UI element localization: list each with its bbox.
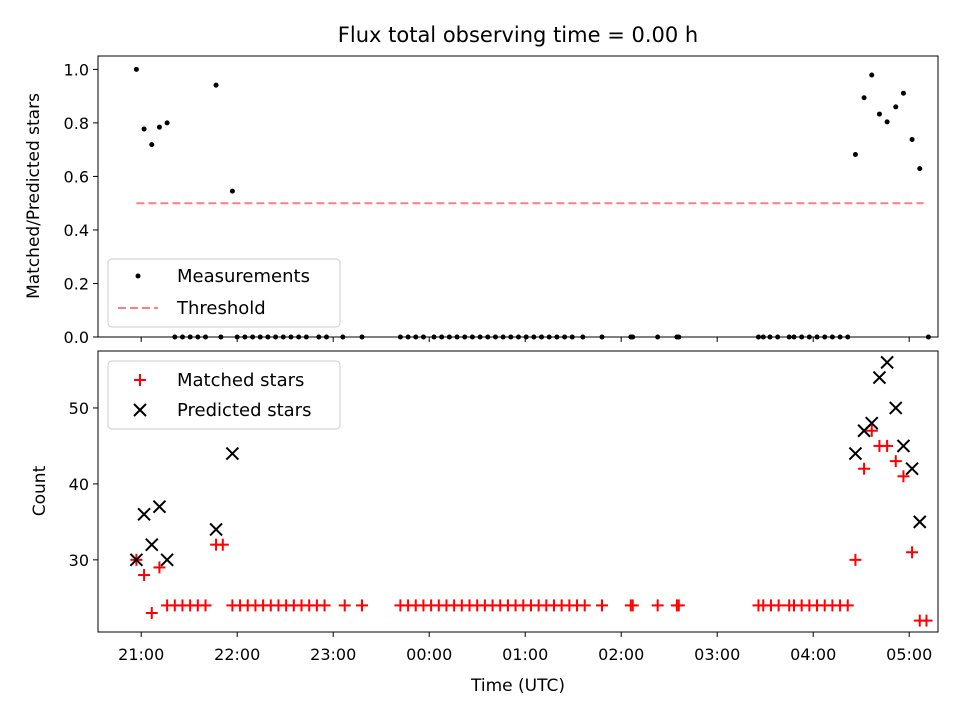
ratio-legend: Measurements Threshold xyxy=(107,258,341,328)
x-tick-label: 04:00 xyxy=(790,645,836,664)
measurement-point xyxy=(900,90,906,96)
x-tick-label: 23:00 xyxy=(310,645,356,664)
measurement-point xyxy=(213,82,219,88)
ratio-y-ticks: 0.0 0.2 0.4 0.6 0.8 1.0 xyxy=(64,60,98,347)
count-y-ticks: 30 40 50 xyxy=(69,399,98,570)
x-tick-label: 22:00 xyxy=(214,645,260,664)
predicted-stars-point xyxy=(137,507,151,521)
ratio-y-tick-label: 0.0 xyxy=(64,328,89,347)
matched-stars-point xyxy=(596,599,608,612)
ratio-axes-frame xyxy=(97,55,939,338)
matched-stars-point xyxy=(338,599,351,612)
x-tick-label: 21:00 xyxy=(118,645,164,664)
measurement-point xyxy=(869,72,875,78)
matched-stars-point xyxy=(578,599,591,612)
matched-stars-point xyxy=(881,439,894,452)
matched-stars-point xyxy=(138,569,151,582)
ratio-x-ticks xyxy=(140,337,910,342)
matched-stars-point xyxy=(897,470,910,483)
matched-stars-point xyxy=(849,553,862,566)
measurement-point xyxy=(917,166,923,172)
measurement-point xyxy=(156,124,162,130)
matched-stars-point xyxy=(906,546,919,559)
ratio-y-axis-label: Matched/Predicted stars xyxy=(24,93,44,299)
count-y-axis-label: Count xyxy=(30,465,50,516)
matched-stars-point xyxy=(318,599,331,612)
predicted-stars-point xyxy=(880,355,894,370)
predicted-stars-point xyxy=(145,537,159,552)
x-tick-label: 02:00 xyxy=(598,645,644,664)
matched-stars-point xyxy=(356,599,368,612)
measurement-point xyxy=(133,66,139,72)
count-legend: Matched stars Predicted stars xyxy=(107,360,341,430)
ratio-y-tick-label: 0.4 xyxy=(64,221,89,240)
ratio-y-tick-label: 1.0 xyxy=(64,60,89,79)
matched-stars-point xyxy=(145,607,158,620)
count-y-tick-label: 40 xyxy=(69,475,89,494)
count-y-tick-label: 50 xyxy=(69,399,89,418)
predicted-stars-point xyxy=(872,370,887,385)
matched-stars-point xyxy=(153,561,166,574)
predicted-stars-point xyxy=(905,462,919,476)
count-marks xyxy=(129,355,933,627)
matched-stars-point xyxy=(199,599,212,612)
matched-stars-point xyxy=(626,599,639,612)
measurement-point xyxy=(884,119,890,125)
matched-stars-point xyxy=(672,599,685,612)
matched-stars-point xyxy=(216,538,229,551)
measurement-point xyxy=(141,126,147,132)
legend-matched-label: Matched stars xyxy=(177,370,304,391)
legend-threshold-label: Threshold xyxy=(176,298,266,319)
matched-stars-point xyxy=(920,614,933,627)
measurement-point xyxy=(229,188,235,194)
predicted-stars-point xyxy=(209,522,223,537)
legend-measurements-label: Measurements xyxy=(177,266,310,287)
measurement-point xyxy=(909,136,915,142)
matched-stars-point xyxy=(865,424,878,437)
measurement-point xyxy=(876,111,882,117)
x-tick-label: 00:00 xyxy=(406,645,452,664)
ratio-y-tick-label: 0.2 xyxy=(64,274,89,293)
matched-stars-point xyxy=(772,599,785,612)
legend-predicted-label: Predicted stars xyxy=(177,400,311,421)
matched-stars-point xyxy=(858,462,871,475)
predicted-stars-point xyxy=(160,553,174,567)
x-tick-label: 03:00 xyxy=(694,645,740,664)
predicted-stars-point xyxy=(865,416,879,430)
measurement-point xyxy=(149,142,155,148)
x-tick-label: 01:00 xyxy=(502,645,548,664)
legend-measurements-marker xyxy=(135,273,141,279)
count-legend-box xyxy=(107,360,341,430)
predicted-stars-point xyxy=(889,401,903,415)
ratio-panel: 0.0 0.2 0.4 0.6 0.8 1.0 Matched/Predicted sta… xyxy=(24,55,939,347)
matched-stars-point xyxy=(889,455,902,468)
predicted-stars-point xyxy=(152,499,167,514)
measurement-point xyxy=(852,151,858,157)
ratio-legend-box xyxy=(107,258,341,328)
measurement-point xyxy=(164,120,170,126)
x-tick-label: 05:00 xyxy=(886,645,932,664)
predicted-stars-point xyxy=(129,553,144,567)
legend-matched-marker xyxy=(134,374,146,386)
count-y-tick-label: 30 xyxy=(69,551,89,570)
predicted-stars-point xyxy=(896,439,911,453)
measurement-point xyxy=(893,104,899,110)
predicted-stars-point xyxy=(848,446,863,461)
ratio-y-tick-label: 0.6 xyxy=(64,167,89,186)
x-axis-label: Time (UTC) xyxy=(470,676,565,696)
count-x-ticks: 21:00 22:00 23:00 00:00 01:00 02:00 03:00 04:00… xyxy=(118,632,932,664)
legend-predicted-marker xyxy=(133,403,147,417)
count-axes-frame xyxy=(97,350,939,633)
chart-title: Flux total observing time = 0.00 h xyxy=(338,23,698,47)
matched-stars-point xyxy=(651,599,664,612)
measurement-point xyxy=(861,95,867,101)
predicted-stars-point xyxy=(225,446,240,461)
ratio-y-tick-label: 0.8 xyxy=(64,114,89,133)
matched-stars-point xyxy=(841,599,854,612)
count-panel: 30 40 50 21:00 22:00 23:00 00:00 01:00 02:00 03:… xyxy=(30,350,939,696)
predicted-stars-point xyxy=(913,515,927,529)
